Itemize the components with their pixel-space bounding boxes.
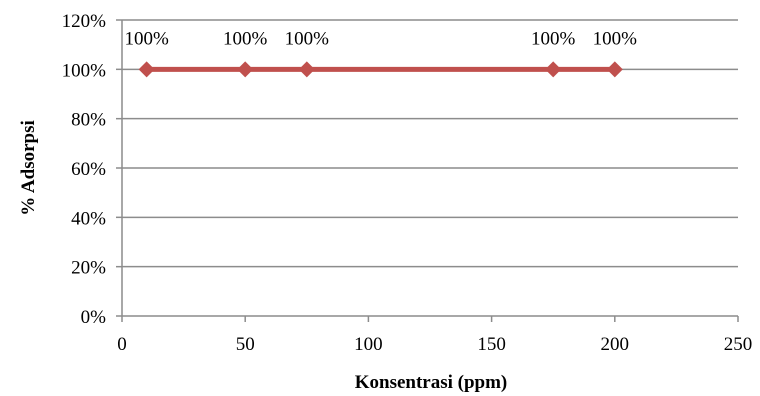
data-point-marker xyxy=(545,61,562,78)
y-axis-title: % Adsorpsi xyxy=(18,120,39,216)
data-label: 100% xyxy=(531,28,576,49)
y-tick-label: 40% xyxy=(71,208,106,229)
data-point-marker xyxy=(138,61,155,78)
data-label: 100% xyxy=(593,28,638,49)
x-tick-label: 100 xyxy=(354,334,383,355)
data-point-marker xyxy=(237,61,254,78)
x-tick-label: 50 xyxy=(236,334,255,355)
series-adsorpsi xyxy=(138,61,623,78)
y-tick-label: 20% xyxy=(71,258,106,279)
data-label: 100% xyxy=(124,28,169,49)
y-tick-label: 0% xyxy=(81,307,107,328)
x-tick-labels: 0 50 100 150 200 250 xyxy=(117,334,752,355)
x-tick-label: 200 xyxy=(601,334,630,355)
y-tick-labels: 0% 20% 40% 60% 80% 100% 120% xyxy=(62,11,107,328)
y-tick-label: 120% xyxy=(62,11,107,32)
x-axis-title: Konsentrasi (ppm) xyxy=(355,372,508,393)
data-labels: 100% 100% 100% 100% 100% xyxy=(124,28,637,49)
data-point-marker xyxy=(606,61,623,78)
y-tick-label: 80% xyxy=(71,110,106,131)
gridlines xyxy=(122,19,738,268)
data-point-marker xyxy=(298,61,315,78)
x-tick-label: 250 xyxy=(724,334,753,355)
x-tick-label: 150 xyxy=(477,334,506,355)
axes xyxy=(116,19,739,322)
data-label: 100% xyxy=(223,28,268,49)
y-tick-label: 100% xyxy=(62,60,107,81)
data-label: 100% xyxy=(285,28,330,49)
y-tick-label: 60% xyxy=(71,159,106,180)
x-tick-label: 0 xyxy=(117,334,127,355)
